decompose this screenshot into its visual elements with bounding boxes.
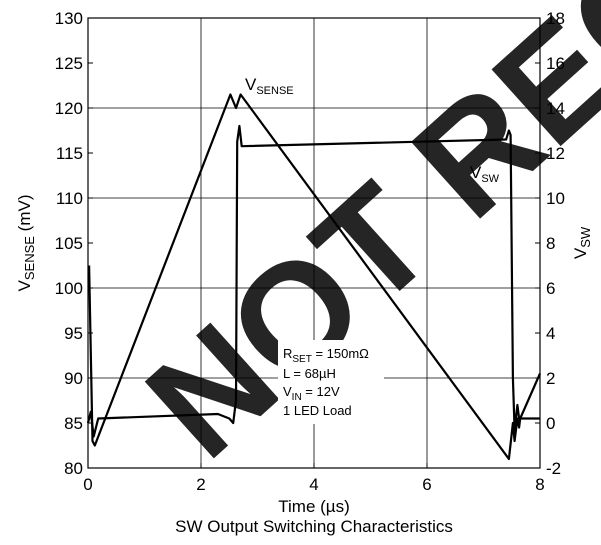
y-left-tick-label: 115 [56,144,83,163]
series-label-vsw: VSW [470,163,500,185]
y-left-tick-label: 125 [55,54,83,73]
grid [88,18,540,468]
note-line-load: 1 LED Load [283,403,352,418]
y-left-tick-label: 100 [55,279,83,298]
x-tick-label: 6 [422,475,431,494]
x-axis-label: Time (µs) [278,497,350,516]
chart-title: SW Output Switching Characteristics [175,517,453,536]
x-tick-label: 8 [535,475,544,494]
series-line-vsw [86,124,540,438]
y-axis-left: 80 85 90 95 100 105 110 115 120 125 130 [55,9,93,478]
conditions-note: RSET = 150mΩ L = 68µH VIN = 12V 1 LED Lo… [278,340,384,424]
y-left-tick-label: 80 [64,459,83,478]
y-right-tick-label: 14 [546,99,565,118]
y-axis-right: -2 0 2 4 6 8 10 12 14 16 18 [535,9,565,478]
y-right-tick-label: 6 [546,279,555,298]
y-left-tick-label: 105 [55,234,83,253]
y-left-tick-label: 90 [64,369,83,388]
y-right-tick-label: 10 [546,189,565,208]
y-right-tick-label: 0 [546,414,555,433]
note-line-l: L = 68µH [283,366,336,381]
x-axis: 0 2 4 6 8 [83,463,545,494]
y-axis-left-label: VSENSE (mV) [15,195,37,292]
series-group [86,93,542,461]
series-label-vsense: VSENSE [245,75,294,97]
y-right-tick-label: 12 [546,144,565,163]
y-right-tick-label: 8 [546,234,555,253]
y-left-tick-label: 85 [64,414,83,433]
y-right-tick-label: 4 [546,324,555,343]
y-right-tick-label: 2 [546,369,555,388]
conditions-note-box [278,340,384,424]
y-right-tick-label: 18 [546,9,565,28]
x-tick-label: 4 [309,475,318,494]
x-tick-label: 0 [83,475,92,494]
series-line-vsense [88,93,542,461]
y-left-tick-label: 110 [56,189,83,208]
y-left-tick-label: 95 [64,324,83,343]
y-left-tick-label: 130 [55,9,83,28]
x-tick-label: 2 [196,475,205,494]
y-right-tick-label: 16 [546,54,565,73]
y-right-tick-label: -2 [546,459,561,478]
note-line-vin: VIN = 12V [283,384,340,403]
note-line-rset: RSET = 150mΩ [283,346,369,365]
y-left-tick-label: 120 [55,99,83,118]
y-axis-right-label: VSW [571,226,593,259]
